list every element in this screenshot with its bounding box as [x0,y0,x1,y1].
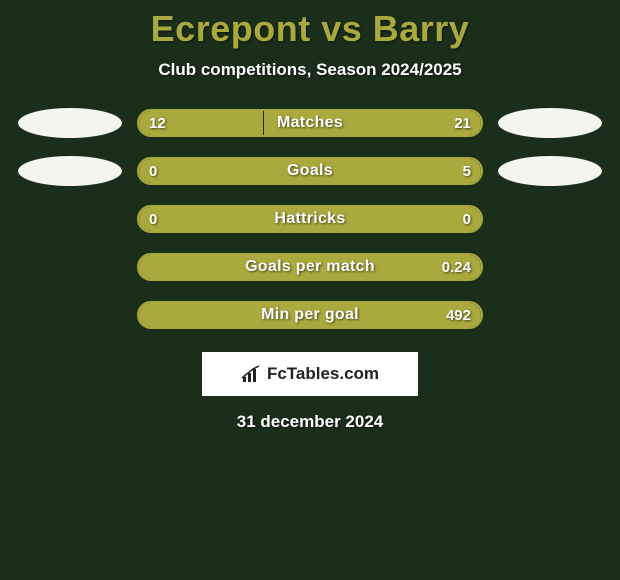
stat-row: 12 Matches 21 [0,108,620,138]
stat-rows: 12 Matches 21 0 Goals 5 0 Hatt [0,108,620,330]
stat-bar: 0 Hattricks 0 [137,205,483,233]
team-badge-left [18,108,122,138]
page-title: Ecrepont vs Barry [0,8,620,50]
stat-label: Hattricks [139,207,481,231]
badge-spacer [18,204,122,234]
comparison-infographic: Ecrepont vs Barry Club competitions, Sea… [0,0,620,432]
stat-value-right: 492 [446,303,471,327]
team-badge-right [498,108,602,138]
stat-bar: Goals per match 0.24 [137,253,483,281]
stat-label: Goals [139,159,481,183]
team-badge-right [498,156,602,186]
badge-spacer [498,252,602,282]
stat-row: Goals per match 0.24 [0,252,620,282]
badge-spacer [498,204,602,234]
badge-spacer [18,300,122,330]
date-text: 31 december 2024 [0,412,620,432]
team-badge-left [18,156,122,186]
logo-label: FcTables.com [267,364,379,384]
stat-value-right: 21 [454,111,471,135]
stat-value-right: 0.24 [442,255,471,279]
badge-spacer [18,252,122,282]
source-logo: FcTables.com [202,352,418,396]
stat-label: Min per goal [139,303,481,327]
logo-text: FcTables.com [241,364,379,384]
stat-row: Min per goal 492 [0,300,620,330]
stat-bar: 12 Matches 21 [137,109,483,137]
stat-bar: 0 Goals 5 [137,157,483,185]
badge-spacer [498,300,602,330]
stat-row: 0 Hattricks 0 [0,204,620,234]
stat-label: Goals per match [139,255,481,279]
stat-label: Matches [139,111,481,135]
stat-value-right: 5 [463,159,471,183]
bars-icon [241,365,263,383]
stat-bar: Min per goal 492 [137,301,483,329]
subtitle: Club competitions, Season 2024/2025 [0,60,620,80]
stat-value-right: 0 [463,207,471,231]
stat-row: 0 Goals 5 [0,156,620,186]
